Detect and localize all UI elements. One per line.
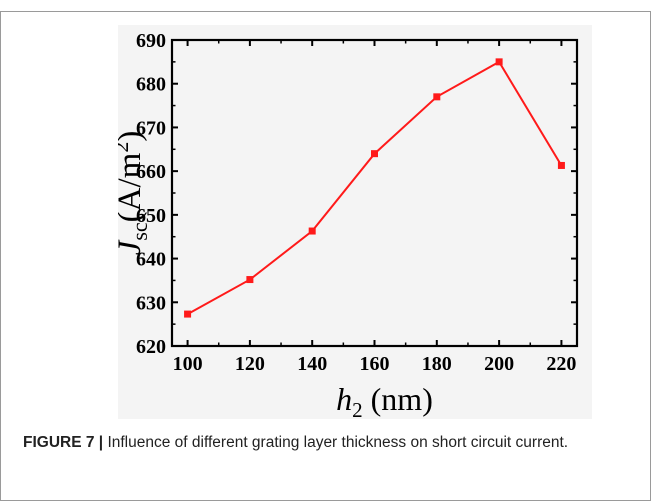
line-chart: 620 630 640 650 660 670 680 690 100 120 140 160 180 2… (118, 30, 579, 419)
y-tick-label: 670 (136, 117, 166, 139)
data-point (557, 161, 565, 169)
data-point (371, 150, 378, 158)
data-point (308, 227, 316, 235)
x-tick-label: 200 (484, 353, 514, 375)
chart-panel: 620 630 640 650 660 670 680 690 100 120 140 160 180 2… (118, 25, 592, 419)
top-rule (0, 11, 651, 12)
data-point (184, 310, 192, 318)
y-tick-label: 650 (136, 205, 166, 227)
axes (170, 38, 579, 348)
series-layer (184, 58, 565, 318)
x-tick-label: 180 (422, 353, 452, 375)
x-axis-label: h2 (nm) (336, 381, 433, 419)
y-tick-label: 630 (136, 292, 166, 314)
x-tick-label: 140 (297, 353, 327, 375)
y-tick-label: 640 (136, 249, 166, 271)
y-tick-label: 620 (136, 336, 166, 358)
figure-caption: FIGURE 7 | Influence of different gratin… (23, 430, 623, 455)
y-tick-label: 690 (136, 30, 166, 52)
y-tick-label: 660 (136, 161, 166, 183)
caption-label: FIGURE 7 | (23, 434, 104, 451)
caption-text: Influence of different grating layer thi… (103, 434, 569, 451)
data-point (433, 93, 441, 101)
x-tick-label: 160 (360, 353, 390, 375)
data-point (246, 276, 254, 284)
data-point (495, 58, 503, 66)
x-tick-label: 100 (173, 353, 203, 375)
y-tick-label: 680 (136, 74, 166, 96)
axis-labels: 620 630 640 650 660 670 680 690 100 120 140 160 180 2… (118, 30, 576, 419)
y-axis-label: Jsc(A/m2) (118, 131, 152, 256)
x-tick-label: 120 (235, 353, 265, 375)
x-tick-label: 220 (546, 353, 576, 375)
plot-frame (170, 38, 579, 348)
series-line (187, 60, 563, 315)
